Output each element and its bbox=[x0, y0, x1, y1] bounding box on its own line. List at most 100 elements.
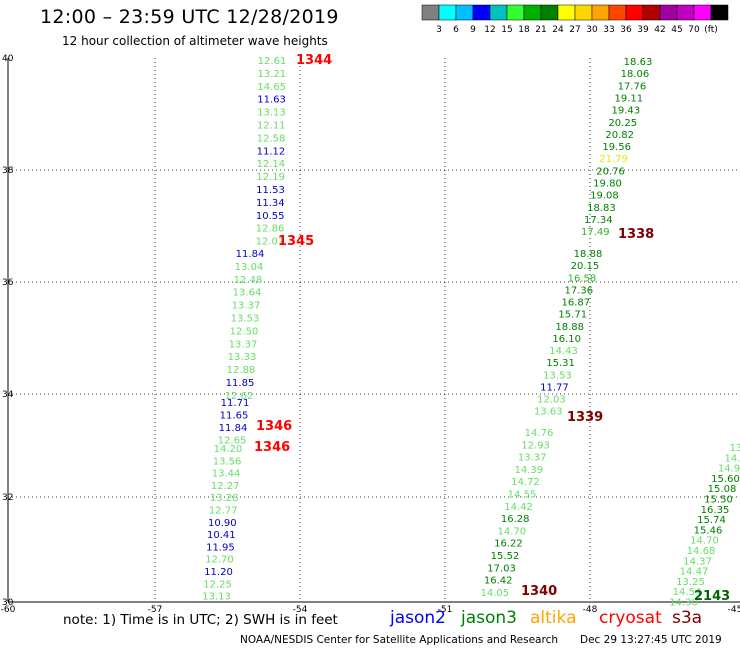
wave-height-value: 13.53 bbox=[543, 370, 572, 381]
wave-height-value: 14.30 bbox=[669, 598, 698, 609]
longitude-tick-label: -45 bbox=[728, 605, 740, 615]
wave-height-value: 12.25 bbox=[203, 579, 232, 590]
wave-height-value: 12.50 bbox=[230, 326, 259, 337]
latitude-tick-label: 30 bbox=[2, 598, 14, 608]
wave-height-value: 15.08 bbox=[708, 484, 737, 495]
wave-height-value: 19.80 bbox=[593, 179, 622, 190]
wave-height-value: 11.85 bbox=[226, 378, 255, 389]
wave-height-value: 11.95 bbox=[206, 542, 235, 553]
wave-height-value: 14.68 bbox=[687, 546, 716, 557]
wave-height-value: 12.62 bbox=[225, 391, 254, 402]
legend-label: 18 bbox=[518, 25, 530, 35]
wave-height-value: 11.84 bbox=[236, 249, 265, 260]
pass-number-label: 2143 bbox=[694, 589, 730, 604]
wave-height-value: 15.74 bbox=[697, 515, 726, 526]
wave-height-value: 14.47 bbox=[680, 567, 709, 578]
wave-height-value: 14.70 bbox=[497, 526, 526, 537]
wave-height-value: 14.42 bbox=[504, 502, 533, 513]
wave-height-value: 12.61 bbox=[258, 56, 287, 67]
wave-height-value: 14.39 bbox=[514, 465, 543, 476]
wave-height-value: 13.33 bbox=[228, 352, 257, 363]
wave-height-value: 13.63 bbox=[534, 407, 563, 418]
wave-height-value: 16.42 bbox=[484, 576, 513, 587]
wave-height-value: 12.11 bbox=[257, 121, 286, 132]
wave-height-value: 18.88 bbox=[555, 322, 584, 333]
legend-label: (ft) bbox=[704, 25, 718, 35]
pass-number-label: 1346 bbox=[256, 419, 292, 434]
longitude-tick-label: -48 bbox=[583, 605, 598, 615]
wave-height-value: 14.70 bbox=[690, 536, 719, 547]
wave-height-value: 19.08 bbox=[590, 191, 619, 202]
wave-height-value: 14. bbox=[725, 453, 740, 464]
wave-height-value: 19.11 bbox=[615, 93, 644, 104]
footer-credit: NOAA/NESDIS Center for Satellite Applica… bbox=[240, 634, 558, 646]
wave-height-value: 10.41 bbox=[207, 530, 236, 541]
latitude-tick-label: 38 bbox=[2, 166, 14, 176]
wave-height-value: 13.37 bbox=[518, 453, 547, 464]
legend-label: 33 bbox=[603, 25, 614, 35]
wave-height-value: 12.58 bbox=[257, 133, 286, 144]
wave-height-value: 19.56 bbox=[602, 142, 631, 153]
wave-height-value: 12.14 bbox=[256, 159, 285, 170]
wave-height-value: 17.34 bbox=[584, 215, 613, 226]
wave-height-value: 15.60 bbox=[711, 474, 740, 485]
legend-label: 70 bbox=[688, 25, 700, 35]
wave-height-value: 12.03 bbox=[537, 395, 566, 406]
wave-height-value: 12.07 bbox=[256, 237, 285, 248]
wave-height-value: 11.34 bbox=[256, 198, 285, 209]
satellite-jason2-label: jason2 bbox=[390, 608, 446, 628]
legend-label: 39 bbox=[637, 25, 649, 35]
wave-height-value: 11.84 bbox=[219, 423, 248, 434]
longitude-tick-label: -60 bbox=[1, 605, 16, 615]
wave-height-value: 14.37 bbox=[683, 556, 712, 567]
wave-height-value: 12.48 bbox=[234, 275, 263, 286]
wave-height-value: 17.76 bbox=[618, 81, 647, 92]
legend-label: 45 bbox=[671, 25, 682, 35]
wave-height-value: 10.55 bbox=[256, 211, 285, 222]
legend-label: 12 bbox=[484, 25, 495, 35]
wave-height-value: 16.58 bbox=[568, 273, 597, 284]
wave-height-value: 12.77 bbox=[209, 506, 238, 517]
wave-height-value: 13.53 bbox=[231, 314, 260, 325]
legend-label: 15 bbox=[501, 25, 512, 35]
wave-height-value: 13.37 bbox=[232, 301, 261, 312]
wave-height-value: 13.56 bbox=[213, 456, 242, 467]
wave-height-value: 13.25 bbox=[676, 577, 705, 588]
longitude-tick-label: -54 bbox=[293, 605, 308, 615]
wave-height-value: 14.20 bbox=[214, 444, 243, 455]
latitude-tick-label: 36 bbox=[2, 278, 14, 288]
wave-height-value: 15.50 bbox=[704, 495, 733, 506]
wave-height-value: 13.13 bbox=[202, 592, 231, 603]
note-text: note: 1) Time is in UTC; 2) SWH is in fe… bbox=[63, 612, 338, 628]
wave-height-value: 17.36 bbox=[565, 285, 594, 296]
legend-label: 27 bbox=[569, 25, 580, 35]
wave-height-value: 13 bbox=[730, 443, 740, 454]
wave-height-value: 11.63 bbox=[257, 95, 286, 106]
satellite-s3a-label: s3a bbox=[672, 608, 703, 628]
legend-label: 3 bbox=[436, 25, 442, 35]
map-subtitle: 12 hour collection of altimeter wave hei… bbox=[62, 34, 328, 48]
longitude-tick-label: -51 bbox=[438, 605, 453, 615]
wave-height-value: 11.71 bbox=[221, 398, 250, 409]
pass-number-label: 1346 bbox=[254, 440, 290, 455]
map-title: 12:00 – 23:59 UTC 12/28/2019 bbox=[40, 6, 339, 28]
wave-height-value: 17.03 bbox=[487, 563, 516, 574]
wave-height-value: 13.44 bbox=[212, 469, 241, 480]
wave-height-value: 18.88 bbox=[574, 249, 603, 260]
wave-height-value: 18.63 bbox=[624, 57, 653, 68]
legend-label: 24 bbox=[552, 25, 564, 35]
wave-height-value: 16.35 bbox=[701, 505, 730, 516]
satellite-jason3-label: jason3 bbox=[461, 608, 517, 628]
wave-height-value: 18.06 bbox=[621, 69, 650, 80]
wave-height-value: 16.22 bbox=[494, 539, 523, 550]
wave-height-value: 13.64 bbox=[233, 288, 262, 299]
wave-height-value: 21.79 bbox=[599, 154, 628, 165]
satellite-altika-label: altika bbox=[530, 608, 577, 628]
wave-height-value: 13.04 bbox=[235, 262, 264, 273]
wave-height-value: 11.77 bbox=[540, 382, 569, 393]
legend-label: 30 bbox=[586, 25, 598, 35]
legend-label: 42 bbox=[654, 25, 665, 35]
wave-height-value: 14.05 bbox=[480, 588, 509, 599]
wave-height-value: 13.37 bbox=[229, 339, 258, 350]
